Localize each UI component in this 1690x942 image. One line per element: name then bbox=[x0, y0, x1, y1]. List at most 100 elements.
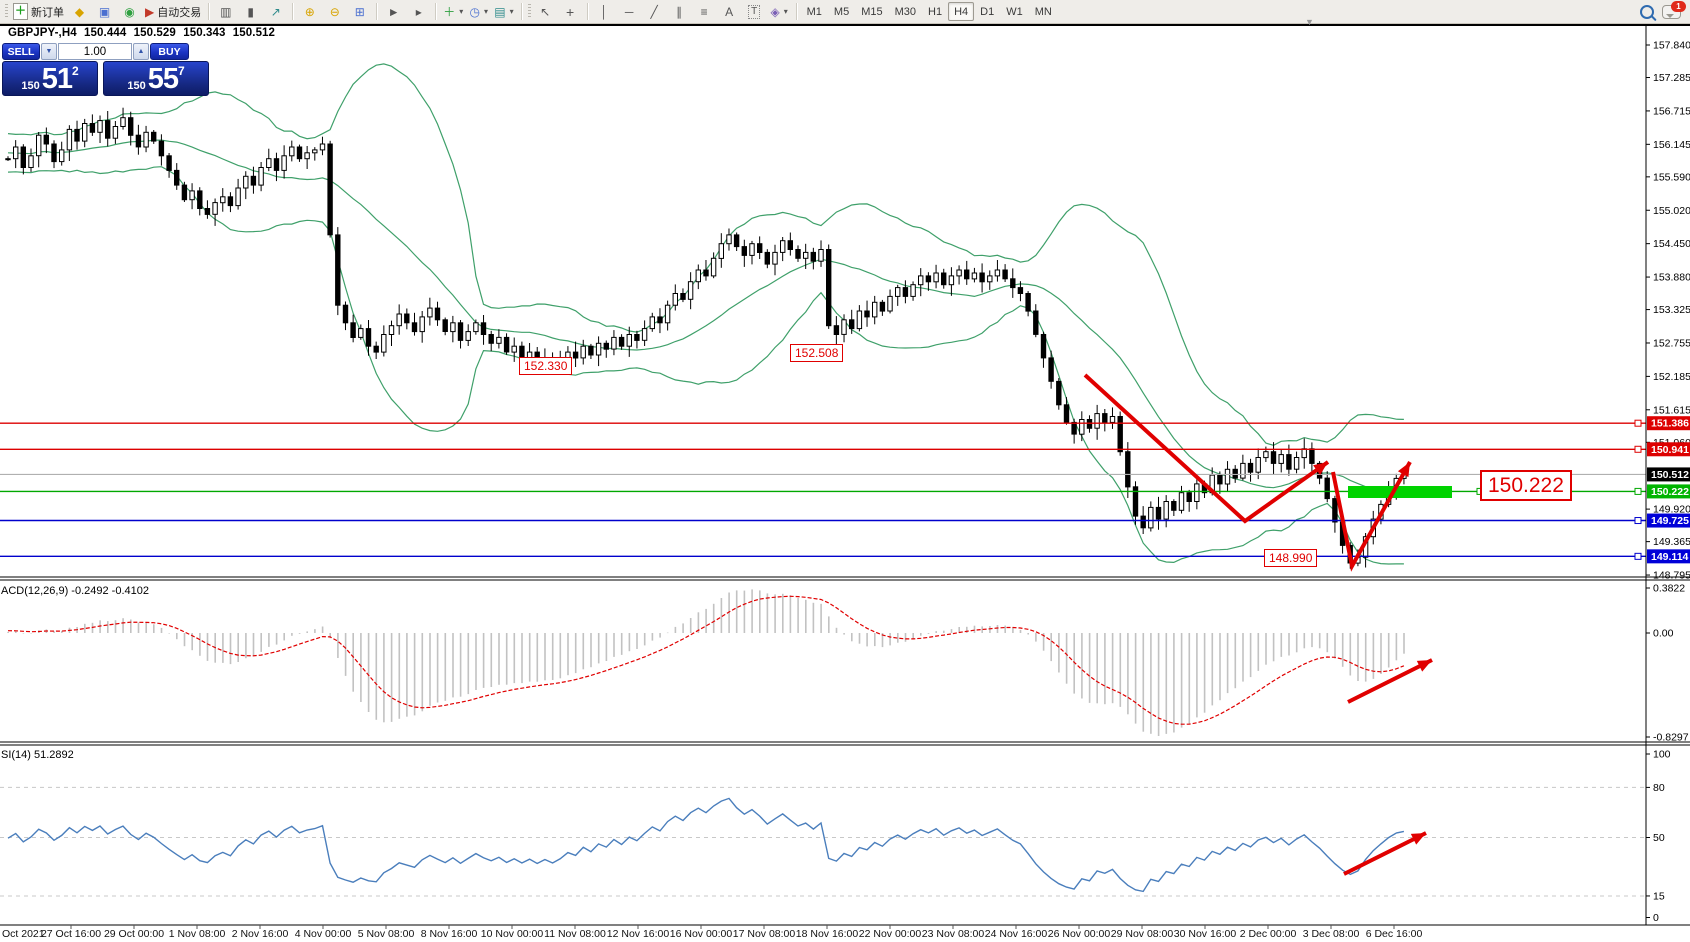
rsi-levels bbox=[0, 786, 1646, 897]
hline-marker[interactable] bbox=[1634, 517, 1642, 525]
svg-text:30 Nov 16:00: 30 Nov 16:00 bbox=[1174, 928, 1237, 940]
zoom-out-button[interactable]: ⊖ bbox=[322, 1, 347, 22]
trendline-tool[interactable]: ╱ bbox=[642, 1, 667, 22]
candlestick-chart-button[interactable]: ▮ bbox=[238, 1, 263, 22]
timeframe-D1[interactable]: D1 bbox=[980, 5, 995, 18]
volume-input[interactable] bbox=[58, 43, 132, 60]
volume-decrease-button[interactable]: ▼ bbox=[41, 43, 57, 60]
periods-button[interactable]: ◷ ▾ bbox=[466, 1, 491, 22]
timeframe-M5[interactable]: M5 bbox=[833, 5, 850, 18]
vertical-line-tool[interactable]: │ bbox=[592, 1, 617, 22]
auto-scroll-icon: ► bbox=[387, 4, 400, 19]
macd-axis[interactable]: 0.3822 0.00 -0.8297 bbox=[1646, 583, 1689, 744]
svg-text:155.020: 155.020 bbox=[1653, 205, 1690, 217]
market-watch-button[interactable]: ▣ bbox=[92, 1, 117, 22]
rsi-axis[interactable]: 100 80 50 15 0 bbox=[1646, 749, 1671, 925]
low-value: 150.343 bbox=[183, 27, 226, 39]
line-chart-button[interactable]: ↗ bbox=[263, 1, 288, 22]
autotrading-icon: ▶ bbox=[145, 4, 155, 19]
fibonacci-tool[interactable]: ≡ bbox=[692, 1, 717, 22]
line-chart-icon: ↗ bbox=[270, 4, 281, 19]
text-icon: A bbox=[725, 4, 734, 19]
tile-windows-button[interactable]: ⊞ bbox=[347, 1, 372, 22]
templates-button[interactable]: ▤ ▾ bbox=[491, 1, 516, 22]
svg-text:29 Oct 00:00: 29 Oct 00:00 bbox=[104, 928, 164, 940]
svg-text:156.145: 156.145 bbox=[1653, 139, 1690, 151]
timeframe-group: M1 M5 M15 M30 H1 H4 D1 W1 MN bbox=[801, 2, 1058, 21]
buy-button[interactable]: BUY bbox=[150, 43, 189, 60]
timeframe-H1[interactable]: H1 bbox=[928, 5, 943, 18]
bars-chart-icon: ▥ bbox=[220, 4, 232, 19]
vertical-line-icon: │ bbox=[600, 4, 608, 19]
price-badge-150.512 bbox=[1647, 467, 1690, 482]
new-order-button[interactable]: ＋ 新订单 bbox=[10, 1, 67, 22]
equidistant-channel-tool[interactable]: ∥ bbox=[667, 1, 692, 22]
text-tool[interactable]: A bbox=[717, 1, 742, 22]
text-label-tool[interactable]: T bbox=[742, 1, 767, 22]
macd-indicator-label: ACD(12,26,9) -0.2492 -0.4102 bbox=[1, 585, 149, 597]
svg-text:100: 100 bbox=[1653, 749, 1671, 761]
timeframe-H4[interactable]: H4 bbox=[948, 2, 975, 21]
splitter-handle-icon[interactable]: ▼ bbox=[1305, 17, 1314, 27]
timeframe-MN[interactable]: MN bbox=[1034, 5, 1052, 18]
svg-text:8 Nov 16:00: 8 Nov 16:00 bbox=[421, 928, 478, 940]
zoom-in-button[interactable]: ⊕ bbox=[297, 1, 322, 22]
timeframe-M15[interactable]: M15 bbox=[861, 5, 883, 18]
svg-text:0: 0 bbox=[1653, 912, 1659, 924]
metaeditor-button[interactable]: ◆ bbox=[67, 1, 92, 22]
svg-text:155.590: 155.590 bbox=[1653, 171, 1690, 183]
hline-marker[interactable] bbox=[1634, 487, 1642, 495]
svg-text:10 Nov 00:00: 10 Nov 00:00 bbox=[481, 928, 544, 940]
svg-text:151.615: 151.615 bbox=[1653, 404, 1690, 416]
crosshair-icon: + bbox=[566, 3, 575, 20]
templates-icon: ▤ bbox=[494, 4, 506, 19]
chart-shift-button[interactable]: ▸ bbox=[406, 1, 431, 22]
auto-scroll-button[interactable]: ► bbox=[381, 1, 406, 22]
hline-marker[interactable] bbox=[1634, 419, 1642, 427]
zoom-out-icon: ⊖ bbox=[329, 4, 340, 19]
buy-price-display[interactable]: 150 55 7 bbox=[103, 61, 209, 96]
shapes-tool[interactable]: ◈ ▾ bbox=[767, 1, 792, 22]
notifications-icon[interactable]: 1 bbox=[1662, 0, 1686, 19]
target-label-150222[interactable]: 150.222 bbox=[1480, 470, 1572, 501]
price-axis[interactable]: 157.840 157.285 156.715 156.145 155.590 155.0… bbox=[1646, 40, 1690, 582]
signals-button[interactable]: ◉ bbox=[117, 1, 142, 22]
hline-marker[interactable] bbox=[1634, 445, 1642, 453]
indicators-icon: ＋ bbox=[443, 4, 456, 19]
toolbar: ＋ 新订单 ◆ ▣ ◉ ▶ 自动交易 ▥ ▮ ↗ ⊕ ⊖ ⊞ ► ▸ ＋ ▾ bbox=[0, 0, 1690, 24]
svg-text:149.920: 149.920 bbox=[1653, 504, 1690, 516]
support-label-148990[interactable]: 148.990 bbox=[1264, 549, 1318, 567]
price-badge-149.725 bbox=[1647, 513, 1690, 528]
svg-text:29 Nov 08:00: 29 Nov 08:00 bbox=[1111, 928, 1174, 940]
toolbar-separator bbox=[795, 3, 797, 20]
timeframe-M30[interactable]: M30 bbox=[894, 5, 916, 18]
svg-text:157.840: 157.840 bbox=[1653, 40, 1690, 52]
autotrading-button[interactable]: ▶ 自动交易 bbox=[142, 1, 204, 22]
support-label-152330[interactable]: 152.330 bbox=[519, 357, 573, 375]
svg-text:18 Nov 16:00: 18 Nov 16:00 bbox=[796, 928, 859, 940]
trend-arrow[interactable] bbox=[1347, 658, 1433, 704]
green-highlight-bar[interactable] bbox=[1348, 486, 1452, 498]
bars-chart-button[interactable]: ▥ bbox=[213, 1, 238, 22]
timeframe-M1[interactable]: M1 bbox=[806, 5, 822, 18]
crosshair-tool-button[interactable]: + bbox=[558, 1, 583, 22]
trend-arrow[interactable] bbox=[1331, 461, 1412, 572]
hline-marker[interactable] bbox=[1634, 552, 1642, 560]
volume-increase-button[interactable]: ▲ bbox=[133, 43, 149, 60]
search-icon[interactable] bbox=[1640, 4, 1654, 19]
signals-icon: ◉ bbox=[124, 4, 135, 19]
trend-arrow[interactable] bbox=[1343, 831, 1427, 876]
sell-button[interactable]: SELL bbox=[2, 43, 40, 60]
trend-arrow[interactable] bbox=[1083, 373, 1330, 524]
chevron-down-icon: ▾ bbox=[484, 7, 489, 16]
timeframe-W1[interactable]: W1 bbox=[1006, 5, 1023, 18]
horizontal-line-tool[interactable]: ─ bbox=[617, 1, 642, 22]
indicators-button[interactable]: ＋ ▾ bbox=[440, 1, 466, 22]
cursor-tool-button[interactable]: ↖ bbox=[533, 1, 558, 22]
support-label-152508[interactable]: 152.508 bbox=[790, 344, 844, 362]
svg-text:80: 80 bbox=[1653, 782, 1665, 794]
sell-price-display[interactable]: 150 51 2 bbox=[2, 61, 98, 96]
svg-text:150.941: 150.941 bbox=[1651, 444, 1689, 456]
